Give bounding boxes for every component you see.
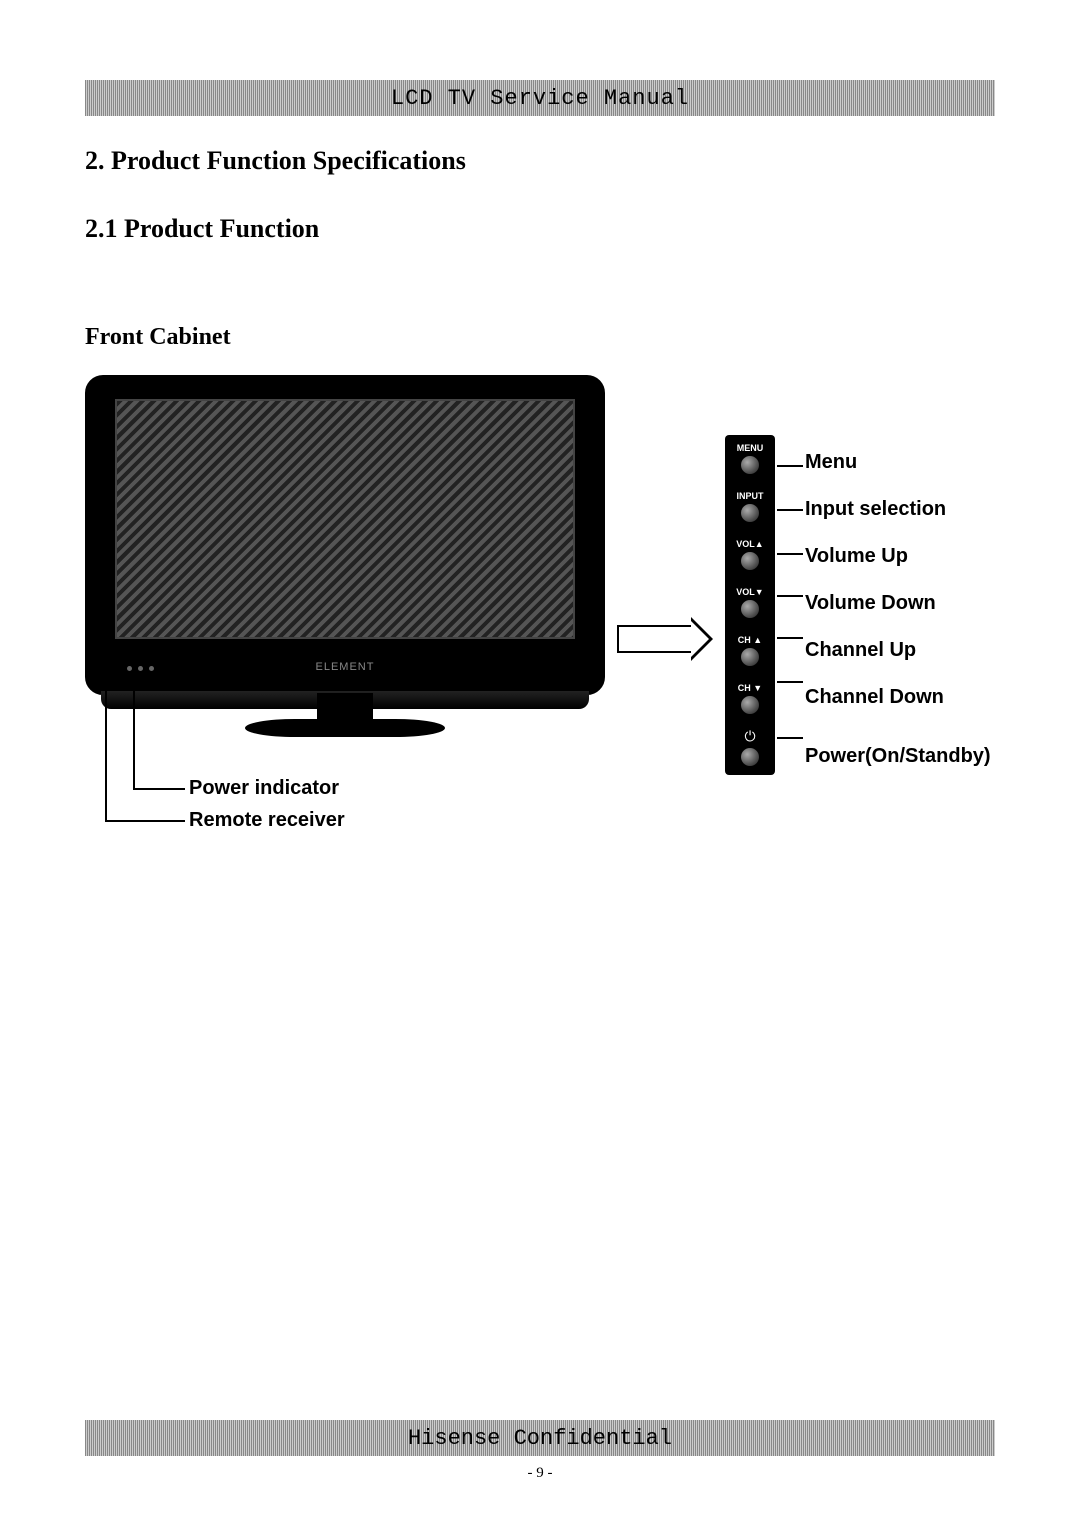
tv-stand	[245, 693, 445, 753]
connector-line-chdown	[777, 681, 803, 683]
label-volume-down: Volume Down	[805, 592, 991, 615]
panel-item-volup: VOL▲	[736, 539, 763, 571]
channel-up-button[interactable]	[740, 647, 760, 667]
panel-short-chdown: CH ▼	[738, 683, 762, 693]
panel-short-input: INPUT	[737, 491, 764, 501]
label-power-indicator: Power indicator	[189, 777, 339, 800]
panel-item-menu: MENU	[737, 443, 764, 475]
label-channel-up: Channel Up	[805, 639, 991, 662]
panel-short-volup: VOL▲	[736, 539, 763, 549]
side-button-panel: MENU INPUT VOL▲ VOL▼ CH ▲ CH ▼	[725, 435, 775, 775]
tv-screen	[115, 399, 575, 639]
panel-item-chdown: CH ▼	[738, 683, 762, 715]
arrow-head-icon	[691, 617, 713, 661]
section-heading-3: Front Cabinet	[85, 324, 995, 351]
label-channel-down: Channel Down	[805, 686, 991, 709]
callout-line-remote-receiver-h	[105, 820, 185, 822]
input-button[interactable]	[740, 503, 760, 523]
arrow-body	[617, 625, 693, 653]
menu-button[interactable]	[740, 455, 760, 475]
connector-line-voldown	[777, 595, 803, 597]
front-cabinet-diagram: ELEMENT Power indicator Remote receiver …	[85, 375, 985, 835]
header-bar: LCD TV Service Manual	[85, 80, 995, 116]
panel-item-power: ⏻	[740, 731, 760, 767]
label-menu: Menu	[805, 451, 991, 474]
label-remote-receiver: Remote receiver	[189, 809, 345, 832]
label-volume-up: Volume Up	[805, 545, 991, 568]
power-icon: ⏻	[744, 731, 755, 745]
header-title: LCD TV Service Manual	[391, 86, 689, 111]
connector-line-input	[777, 509, 803, 511]
volume-up-button[interactable]	[740, 551, 760, 571]
panel-short-menu: MENU	[737, 443, 764, 453]
tv-frame: ELEMENT	[85, 375, 605, 695]
label-power: Power(On/Standby)	[805, 745, 991, 768]
volume-down-button[interactable]	[740, 599, 760, 619]
channel-down-button[interactable]	[740, 695, 760, 715]
power-button[interactable]	[740, 747, 760, 767]
callout-line-power-indicator-v	[133, 677, 135, 789]
panel-item-input: INPUT	[737, 491, 764, 523]
panel-item-chup: CH ▲	[738, 635, 762, 667]
panel-short-voldown: VOL▼	[736, 587, 763, 597]
callout-line-power-indicator-h	[133, 788, 185, 790]
section-heading-2: 2.1 Product Function	[85, 214, 995, 244]
connector-line-menu	[777, 465, 803, 467]
tv-indicator-dots	[127, 666, 154, 671]
connector-line-power	[777, 737, 803, 739]
callout-line-remote-receiver-v	[105, 681, 107, 821]
connector-line-volup	[777, 553, 803, 555]
footer-bar: Hisense Confidential	[85, 1420, 995, 1456]
panel-short-chup: CH ▲	[738, 635, 762, 645]
button-description-column: Menu Input selection Volume Up Volume Do…	[805, 451, 991, 768]
section-heading-1: 2. Product Function Specifications	[85, 146, 995, 176]
footer-text: Hisense Confidential	[408, 1426, 672, 1451]
tv-brand-label: ELEMENT	[316, 661, 375, 673]
panel-item-voldown: VOL▼	[736, 587, 763, 619]
label-input: Input selection	[805, 498, 991, 521]
connector-line-chup	[777, 637, 803, 639]
page-number: - 9 -	[0, 1465, 1080, 1482]
